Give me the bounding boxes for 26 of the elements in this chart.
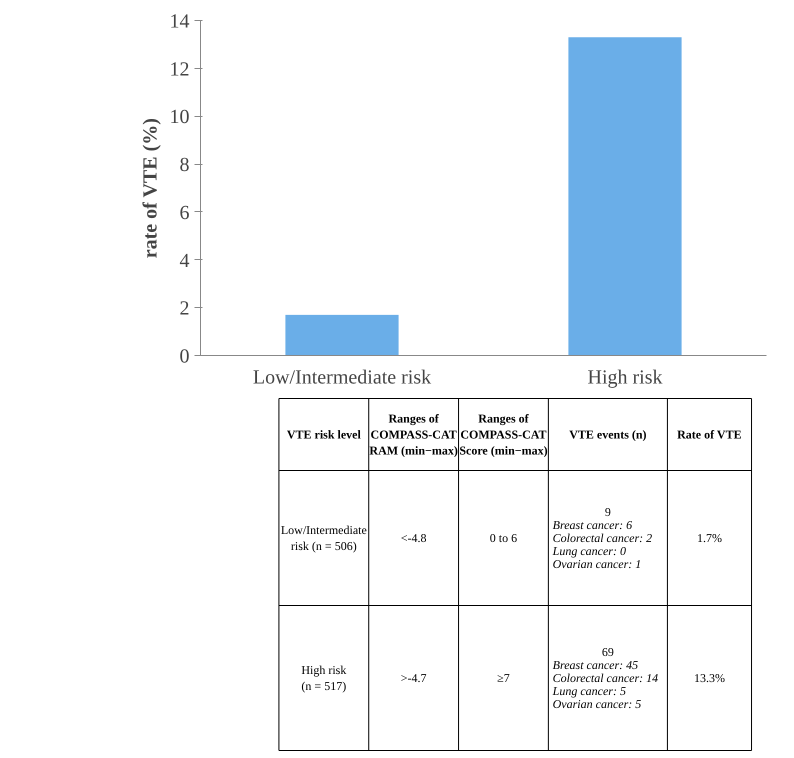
text: ≥7 (497, 671, 510, 685)
text: High risk (n = 517) (301, 662, 346, 694)
text: 13.3% (694, 671, 725, 685)
text: Low/Intermediate risk (n = 506) (280, 522, 367, 554)
text: Ranges of COMPASS-CAT RAM (min−max) (369, 411, 458, 458)
y-tick-label: 4 (180, 250, 190, 272)
y-tick-label: 10 (170, 106, 190, 128)
text: Ranges of COMPASS-CAT Score (min−max) (459, 411, 548, 458)
text: Rate of VTE (677, 428, 742, 442)
text: 69 Breast cancer: 45 Colorectal cancer: 14 Lung cancer: 5 Ovarian cancer: 5 (552, 645, 658, 711)
y-tick-label: 6 (180, 202, 190, 224)
text: 0 to 6 (490, 531, 518, 545)
text: 9 Breast cancer: 6 Colorectal cancer: 2 Lung cancer: 0 Ovarian cancer: 1 (552, 505, 652, 571)
text: >-4.7 (400, 671, 427, 685)
y-tick-label: 14 (170, 10, 190, 32)
y-tick-label: 0 (180, 346, 190, 368)
text: VTE risk level (286, 428, 362, 442)
y-tick-label: 2 (180, 298, 190, 320)
y-tick-label: 8 (180, 154, 190, 176)
text: 1.7% (696, 531, 722, 545)
x-tick-label: Low/Intermediate risk (252, 366, 432, 388)
y-axis-title: rate of VTE (%) (140, 118, 162, 258)
y-tick-label: 12 (170, 58, 190, 80)
x-tick-label: High risk (588, 366, 662, 388)
text: VTE events (n) (569, 428, 647, 442)
text: <-4.8 (400, 531, 427, 545)
